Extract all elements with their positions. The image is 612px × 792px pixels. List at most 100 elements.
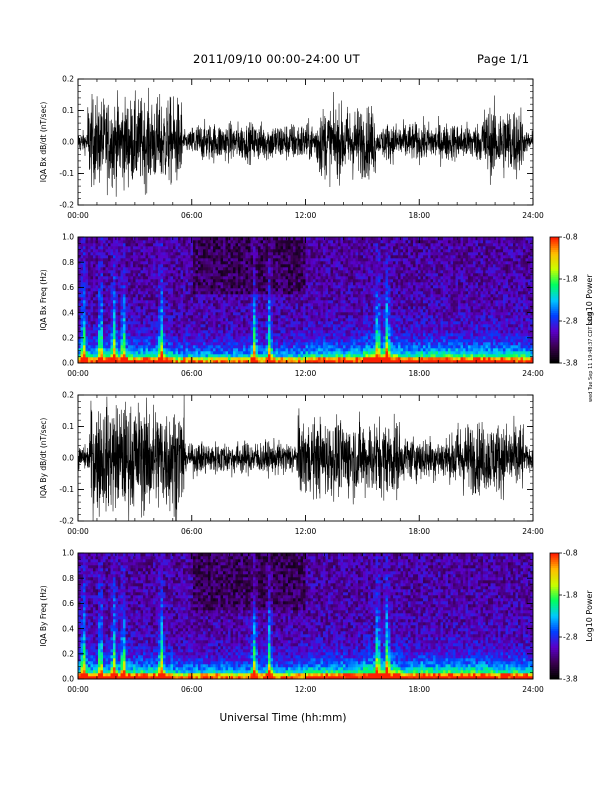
spectrogram-cell bbox=[230, 345, 234, 349]
spectrogram-cell bbox=[245, 306, 249, 310]
spectrogram-cell bbox=[240, 303, 244, 307]
spectrogram-cell bbox=[308, 327, 311, 331]
spectrogram-cell bbox=[268, 336, 271, 340]
spectrogram-cell bbox=[253, 270, 256, 274]
spectrogram-cell bbox=[273, 357, 276, 361]
spectrogram-cell bbox=[355, 237, 359, 241]
spectrogram-cell bbox=[215, 327, 219, 331]
spectrogram-cell bbox=[345, 252, 349, 256]
spectrogram-cell bbox=[325, 273, 329, 277]
spectrogram-cell bbox=[223, 264, 226, 268]
spectrogram-cell bbox=[340, 294, 344, 298]
spectrogram-cell bbox=[273, 282, 276, 286]
spectrogram-cell bbox=[298, 315, 301, 319]
spectrogram-cell bbox=[113, 297, 116, 301]
spectrogram-cell bbox=[258, 324, 261, 328]
spectrogram-cell bbox=[363, 297, 366, 301]
spectrogram-cell bbox=[265, 330, 269, 334]
spectrogram-cell bbox=[293, 357, 296, 361]
spectrogram-cell bbox=[340, 354, 344, 358]
spectrogram-cell bbox=[300, 261, 304, 265]
spectrogram-cell bbox=[353, 258, 356, 262]
spectrogram-cell bbox=[263, 264, 266, 268]
spectrogram-cell bbox=[108, 303, 111, 307]
spectrogram-cell bbox=[138, 285, 141, 289]
spectrogram-cell bbox=[158, 330, 161, 334]
spectrogram-cell bbox=[135, 357, 139, 361]
spectrogram-cell bbox=[173, 264, 176, 268]
spectrogram-cell bbox=[303, 318, 306, 322]
spectrogram-cell bbox=[178, 261, 181, 265]
spectrogram-cell bbox=[308, 357, 311, 361]
spectrogram-cell bbox=[360, 264, 364, 268]
spectrogram-cell bbox=[148, 330, 151, 334]
spectrogram-cell bbox=[225, 294, 229, 298]
spectrogram-cell bbox=[165, 312, 169, 316]
spectrogram-cell bbox=[360, 330, 364, 334]
spectrogram-cell bbox=[113, 336, 116, 340]
spectrogram-cell bbox=[100, 273, 104, 277]
spectrogram-cell bbox=[188, 333, 191, 337]
spectrogram-cell bbox=[203, 345, 206, 349]
spectrogram-cell bbox=[345, 309, 349, 313]
spectrogram-cell bbox=[308, 345, 311, 349]
spectrogram-cell bbox=[298, 342, 301, 346]
spectrogram-cell bbox=[283, 297, 286, 301]
spectrogram-cell bbox=[265, 282, 269, 286]
spectrogram-cell bbox=[143, 315, 146, 319]
spectrogram-cell bbox=[153, 267, 156, 271]
spectrogram-cell bbox=[88, 327, 91, 331]
spectrogram-cell bbox=[140, 282, 144, 286]
spectrogram-cell bbox=[363, 258, 366, 262]
spectrogram-cell bbox=[80, 306, 84, 310]
spectrogram-cell bbox=[125, 240, 129, 244]
spectrogram-cell bbox=[83, 291, 86, 295]
spectrogram-cell bbox=[205, 339, 209, 343]
spectrogram-cell bbox=[145, 345, 149, 349]
spectrogram-cell bbox=[90, 342, 94, 346]
spectrogram-cell bbox=[285, 237, 289, 241]
spectrogram-cell bbox=[93, 240, 96, 244]
spectrogram-cell bbox=[365, 354, 369, 358]
spectrogram-cell bbox=[160, 252, 164, 256]
spectrogram-cell bbox=[210, 273, 214, 277]
spectrogram-cell bbox=[125, 282, 129, 286]
spectrogram-cell bbox=[78, 252, 81, 256]
spectrogram-cell bbox=[358, 297, 361, 301]
spectrogram-cell bbox=[320, 360, 324, 364]
spectrogram-cell bbox=[140, 285, 144, 289]
spectrogram-cell bbox=[200, 315, 204, 319]
spectrogram-cell bbox=[143, 330, 146, 334]
spectrogram-cell bbox=[158, 279, 161, 283]
spectrogram-cell bbox=[108, 300, 111, 304]
x-tick-label: 06:00 bbox=[181, 211, 203, 220]
spectrogram-cell bbox=[148, 351, 151, 355]
spectrogram-cell bbox=[173, 291, 176, 295]
spectrogram-cell bbox=[338, 339, 341, 343]
spectrogram-cell bbox=[223, 324, 226, 328]
spectrogram-cell bbox=[283, 303, 286, 307]
spectrogram-cell bbox=[303, 342, 306, 346]
spectrogram-cell bbox=[343, 243, 346, 247]
spectrogram-cell bbox=[83, 351, 86, 355]
spectrogram-cell bbox=[165, 246, 169, 250]
spectrogram-cell bbox=[103, 276, 106, 280]
x-tick-label: 12:00 bbox=[295, 211, 317, 220]
spectrogram-cell bbox=[248, 312, 251, 316]
spectrogram-cell bbox=[160, 309, 164, 313]
spectrogram-cell bbox=[355, 318, 359, 322]
spectrogram-cell bbox=[358, 261, 361, 265]
spectrogram-cell bbox=[220, 243, 224, 247]
spectrogram-cell bbox=[83, 252, 86, 256]
spectrogram-cell bbox=[340, 267, 344, 271]
spectrogram-cell bbox=[115, 324, 119, 328]
spectrogram-cell bbox=[108, 342, 111, 346]
spectrogram-cell bbox=[208, 306, 211, 310]
spectrogram-cell bbox=[293, 318, 296, 322]
spectrogram-cell bbox=[335, 357, 339, 361]
spectrogram-cell bbox=[130, 237, 134, 241]
spectrogram-cell bbox=[310, 249, 314, 253]
spectrogram-cell bbox=[220, 255, 224, 259]
spectrogram-cell bbox=[295, 270, 299, 274]
spectrogram-cell bbox=[135, 282, 139, 286]
